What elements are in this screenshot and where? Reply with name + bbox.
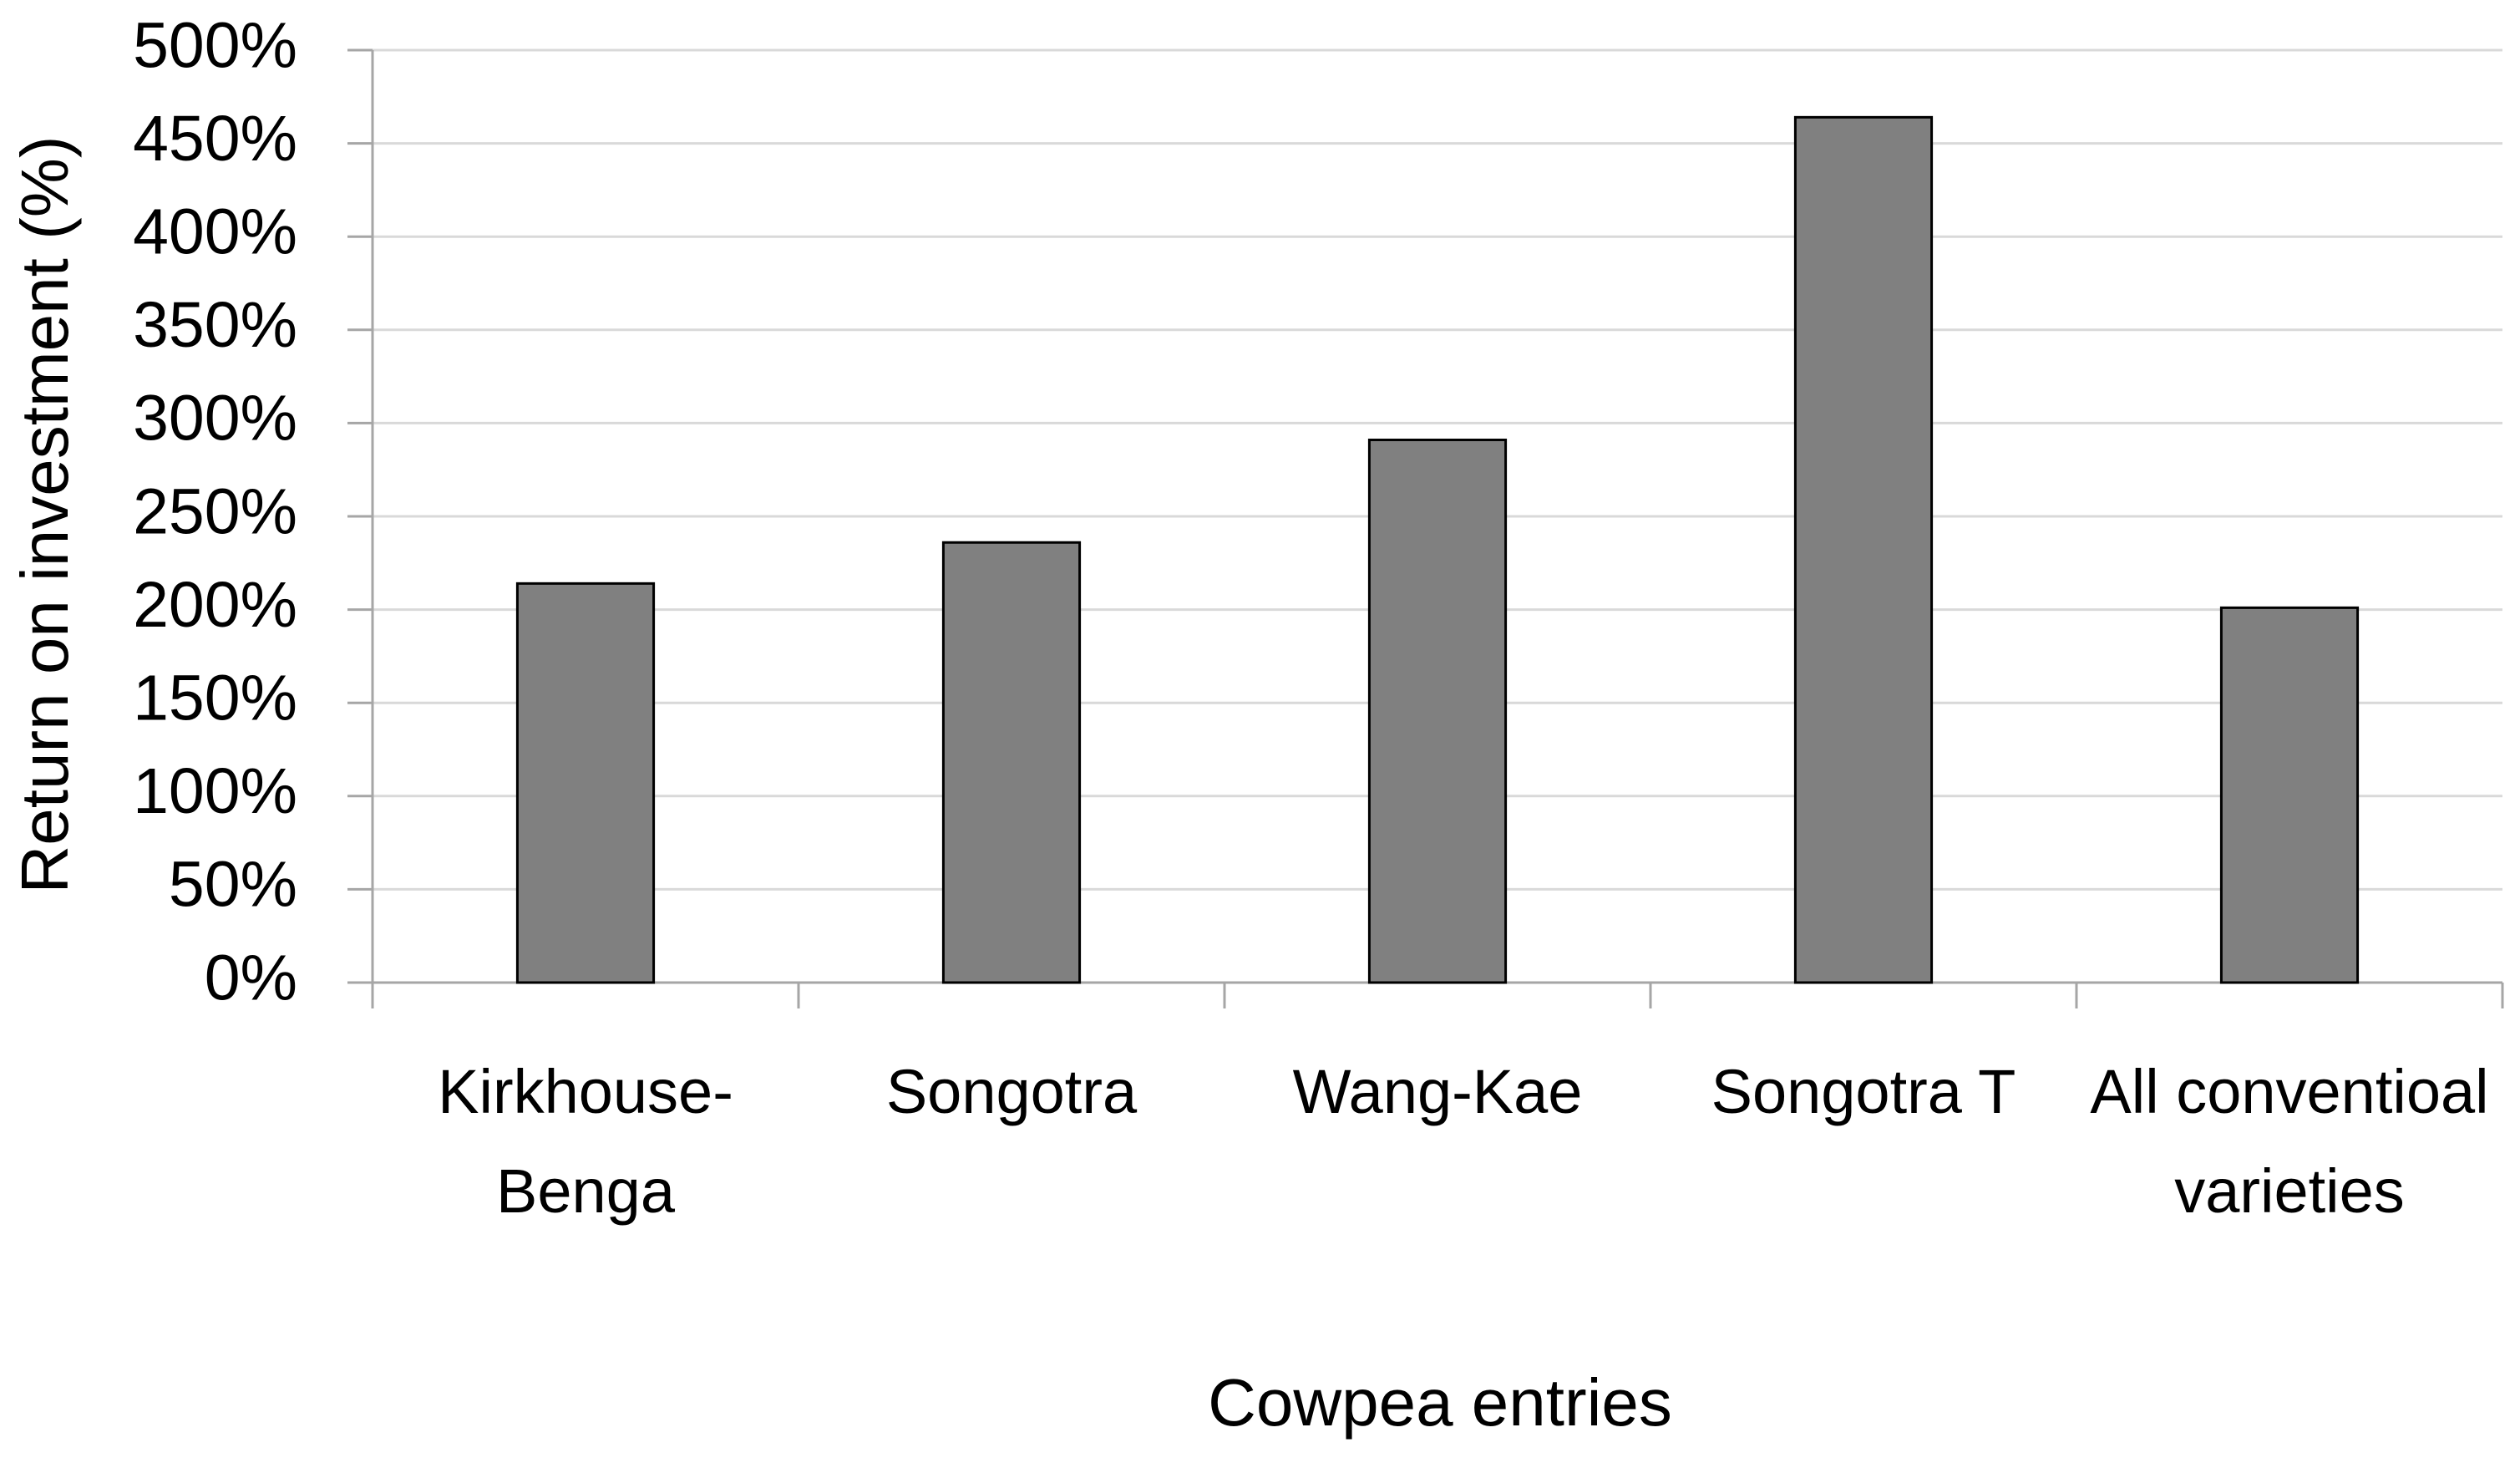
- y-tick-label: 150%: [133, 663, 297, 734]
- y-tick-label: 0%: [205, 942, 297, 1013]
- y-tick-label: 300%: [133, 383, 297, 455]
- x-tick-label: Wang-Kae: [1292, 1057, 1583, 1126]
- bar: [1793, 115, 1934, 984]
- y-tick-label: 50%: [169, 849, 297, 921]
- y-tick-label: 400%: [133, 196, 297, 268]
- y-tick-label: 200%: [133, 569, 297, 641]
- x-tick-label: Songotra: [885, 1057, 1138, 1126]
- y-axis-title: Return on investment (%): [8, 135, 82, 893]
- y-tick-label: 500%: [133, 9, 297, 81]
- x-tick-label: All conventioal varieties: [2090, 1057, 2489, 1226]
- y-tick-label: 350%: [133, 289, 297, 361]
- x-axis-title: Cowpea entries: [1208, 1365, 1672, 1440]
- bar: [2219, 606, 2360, 984]
- y-tick-label: 100%: [133, 755, 297, 827]
- y-tick-label: 450%: [133, 103, 297, 175]
- x-tick-label: Kirkhouse-Benga: [438, 1057, 733, 1226]
- bar: [515, 582, 656, 984]
- bar: [1367, 438, 1508, 984]
- y-tick-label: 250%: [133, 475, 297, 547]
- x-tick-label: Songotra T: [1711, 1057, 2016, 1126]
- bar: [941, 541, 1082, 984]
